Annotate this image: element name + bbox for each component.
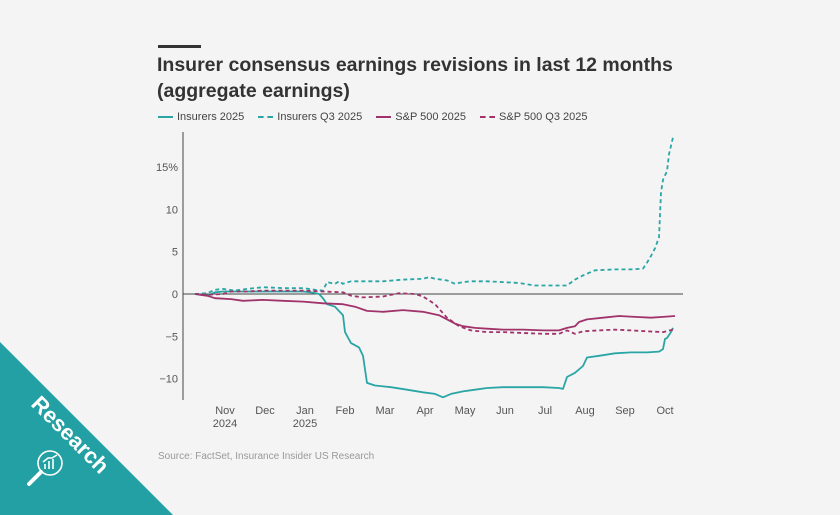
magnifier-chart-icon: [27, 450, 63, 486]
x-tick-label: May: [455, 405, 476, 417]
y-tick-label: −5: [165, 331, 178, 343]
x-tick-label: Jun: [496, 405, 514, 417]
x-tick-label: Apr: [416, 405, 433, 417]
y-tick-label: 5: [172, 247, 178, 259]
legend: Insurers 2025 Insurers Q3 2025 S&P 500 2…: [158, 111, 588, 123]
series-line-insurers-q3-2025: [194, 137, 674, 295]
legend-swatch-solid-teal: [158, 116, 173, 118]
x-tick-label: Jul: [538, 405, 552, 417]
legend-swatch-solid-purple: [376, 116, 392, 118]
y-tick-label: 0: [172, 289, 178, 301]
y-tick-label: 15%: [156, 162, 178, 174]
legend-swatch-dashed-purple: [480, 116, 496, 118]
legend-swatch-dashed-teal: [258, 116, 274, 118]
x-tick-label: Nov: [215, 405, 235, 417]
x-tick-label: Sep: [615, 405, 635, 417]
x-tick-label: Mar: [376, 405, 395, 417]
legend-label: S&P 500 Q3 2025: [499, 111, 588, 123]
legend-label: Insurers 2025: [177, 111, 245, 123]
source-note: Source: FactSet, Insurance Insider US Re…: [158, 451, 375, 462]
x-tick-label: Oct: [656, 405, 673, 417]
series-line-insurers-2025: [194, 290, 674, 399]
title-accent-bar: [158, 45, 201, 48]
series-line-s-p-500-2025: [194, 293, 676, 332]
x-tick-label: Aug: [575, 405, 595, 417]
badge-triangle: [0, 342, 173, 515]
x-tick-sublabel: 2025: [293, 418, 317, 430]
legend-item-insurers-q3-2025: Insurers Q3 2025: [258, 111, 362, 123]
x-tick-label: Feb: [336, 405, 355, 417]
x-tick-label: Jan: [296, 405, 314, 417]
chart-title: Insurer consensus earnings revisions in …: [157, 54, 673, 102]
x-tick-label: Dec: [255, 405, 275, 417]
legend-item-sp500-2025: S&P 500 2025: [376, 111, 466, 123]
legend-label: Insurers Q3 2025: [277, 111, 363, 123]
y-tick-label: 10: [166, 204, 178, 216]
legend-item-insurers-2025: Insurers 2025: [158, 111, 244, 123]
y-tick-label: −10: [159, 374, 178, 386]
x-tick-sublabel: 2024: [213, 418, 237, 430]
series-group: [194, 137, 676, 399]
legend-label: S&P 500 2025: [395, 111, 467, 123]
series-line-s-p-500-q3-2025: [194, 289, 674, 335]
legend-item-sp500-q3-2025: S&P 500 Q3 2025: [480, 111, 588, 123]
